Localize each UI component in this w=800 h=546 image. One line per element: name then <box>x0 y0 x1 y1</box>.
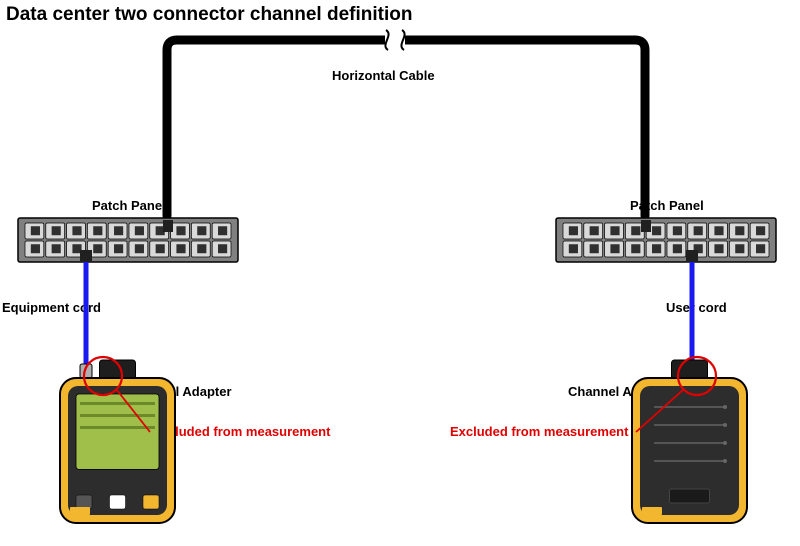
patch-panel-left <box>18 218 238 262</box>
patch-panel-right <box>556 218 776 262</box>
tester-remote-unit <box>632 360 747 523</box>
tester-main-unit <box>60 360 175 523</box>
horizontal-cable <box>167 40 645 216</box>
diagram-svg <box>0 0 800 546</box>
